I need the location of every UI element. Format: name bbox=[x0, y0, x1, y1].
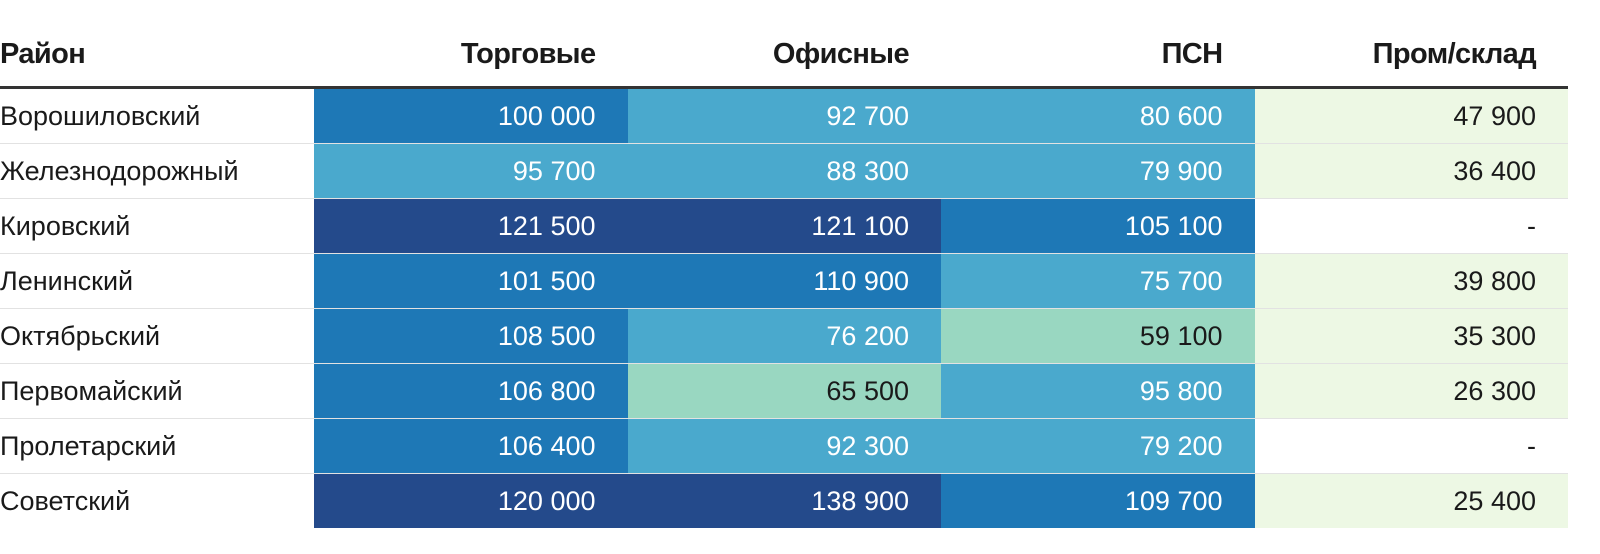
cell-industrial: 25 400 bbox=[1254, 473, 1568, 528]
cell-retail: 108 500 bbox=[314, 308, 628, 364]
district-name: Ленинский bbox=[0, 253, 314, 309]
cell-psn: 79 900 bbox=[941, 143, 1255, 199]
cell-office: 92 700 bbox=[627, 87, 941, 144]
cell-retail: 120 000 bbox=[314, 473, 628, 528]
table-row: Железнодорожный 95 700 88 300 79 900 36 400 bbox=[0, 143, 1568, 199]
cell-psn: 80 600 bbox=[941, 87, 1255, 144]
column-header-industrial: Пром/склад bbox=[1254, 22, 1568, 89]
cell-industrial: 35 300 bbox=[1254, 308, 1568, 364]
cell-office: 121 100 bbox=[627, 198, 941, 254]
cell-industrial: - bbox=[1254, 198, 1568, 254]
cell-psn: 95 800 bbox=[941, 363, 1255, 419]
table-row: Ворошиловский 100 000 92 700 80 600 47 900 bbox=[0, 87, 1568, 144]
cell-industrial: 26 300 bbox=[1254, 363, 1568, 419]
table-row: Октябрьский 108 500 76 200 59 100 35 300 bbox=[0, 308, 1568, 364]
cell-psn: 75 700 bbox=[941, 253, 1255, 309]
table-row: Советский 120 000 138 900 109 700 25 400 bbox=[0, 473, 1568, 528]
table-row: Кировский 121 500 121 100 105 100- bbox=[0, 198, 1568, 254]
table-row: Пролетарский 106 400 92 300 79 200- bbox=[0, 418, 1568, 474]
column-header-office: Офисные bbox=[627, 22, 941, 89]
column-header-psn: ПСН bbox=[941, 22, 1255, 89]
cell-retail: 101 500 bbox=[314, 253, 628, 309]
cell-office: 88 300 bbox=[627, 143, 941, 199]
cell-office: 65 500 bbox=[627, 363, 941, 419]
cell-office: 110 900 bbox=[627, 253, 941, 309]
cell-retail: 106 800 bbox=[314, 363, 628, 419]
district-name: Железнодорожный bbox=[0, 143, 314, 199]
cell-office: 138 900 bbox=[627, 473, 941, 528]
cell-retail: 95 700 bbox=[314, 143, 628, 199]
header-row: Район Торговые Офисные ПСН Пром/склад bbox=[0, 22, 1568, 89]
cell-retail: 121 500 bbox=[314, 198, 628, 254]
district-name: Первомайский bbox=[0, 363, 314, 419]
district-name: Пролетарский bbox=[0, 418, 314, 474]
cell-psn: 79 200 bbox=[941, 418, 1255, 474]
cell-office: 76 200 bbox=[627, 308, 941, 364]
cell-industrial: 39 800 bbox=[1254, 253, 1568, 309]
cell-psn: 59 100 bbox=[941, 308, 1255, 364]
cell-retail: 100 000 bbox=[314, 87, 628, 144]
district-name: Кировский bbox=[0, 198, 314, 254]
cell-industrial: 47 900 bbox=[1254, 87, 1568, 144]
cell-psn: 109 700 bbox=[941, 473, 1255, 528]
cell-office: 92 300 bbox=[627, 418, 941, 474]
district-name: Ворошиловский bbox=[0, 87, 314, 144]
cell-psn: 105 100 bbox=[941, 198, 1255, 254]
column-header-retail: Торговые bbox=[314, 22, 628, 89]
table-header: Район Торговые Офисные ПСН Пром/склад bbox=[0, 22, 1568, 89]
cell-retail: 106 400 bbox=[314, 418, 628, 474]
heatmap-table: Район Торговые Офисные ПСН Пром/склад Во… bbox=[0, 22, 1568, 528]
table-row: Первомайский 106 800 65 500 95 800 26 300 bbox=[0, 363, 1568, 419]
district-name: Советский bbox=[0, 485, 131, 516]
table-body: Ворошиловский 100 000 92 700 80 600 47 900 Же… bbox=[0, 87, 1568, 528]
cell-industrial: - bbox=[1254, 418, 1568, 474]
column-header-district: Район bbox=[0, 22, 314, 89]
district-name: Октябрьский bbox=[0, 308, 314, 364]
table-row: Ленинский 101 500 110 900 75 700 39 800 bbox=[0, 253, 1568, 309]
cell-industrial: 36 400 bbox=[1254, 143, 1568, 199]
